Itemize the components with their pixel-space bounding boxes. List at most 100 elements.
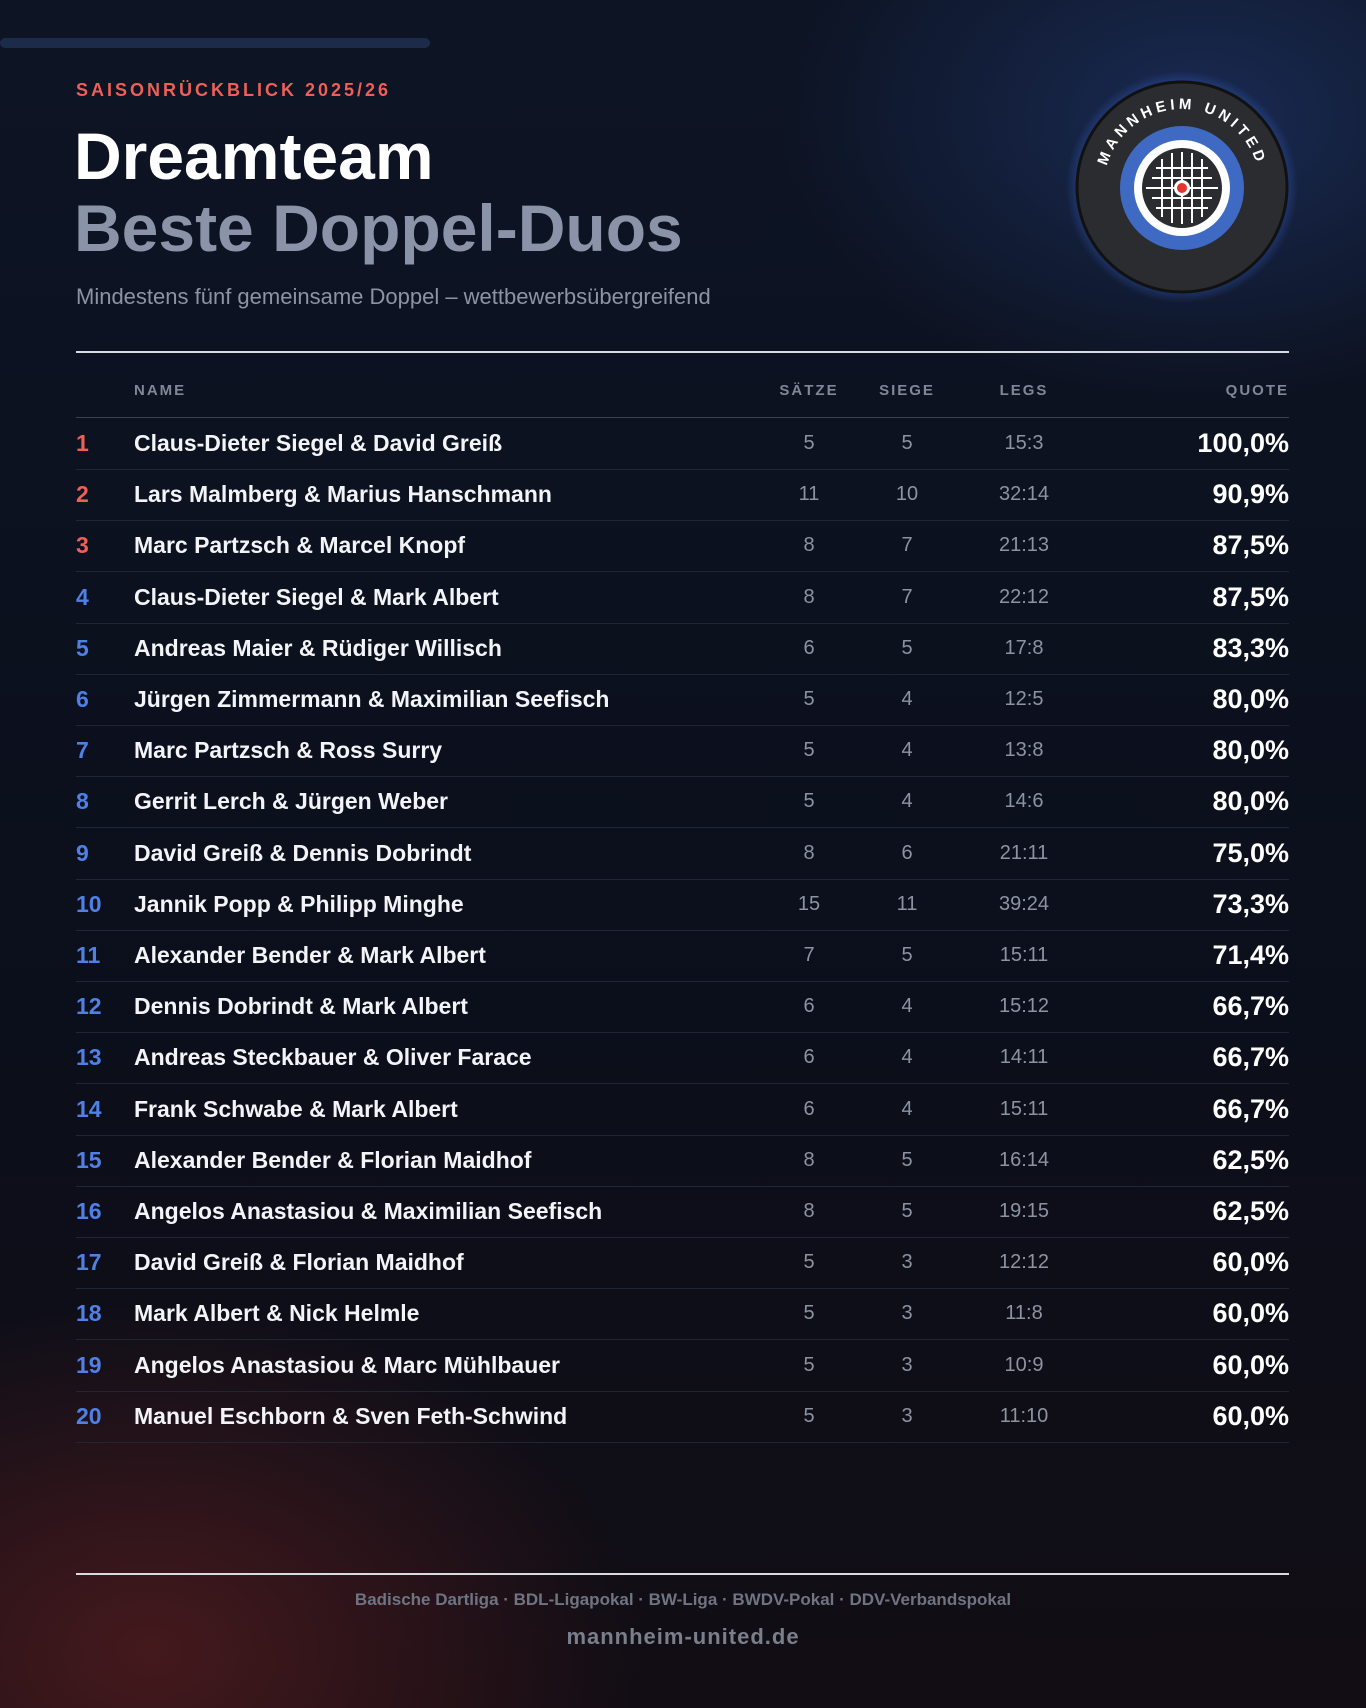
duo-name: Jannik Popp & Philipp Minghe: [134, 890, 464, 917]
rank: 14: [76, 1095, 102, 1122]
column-header: QUOTE: [1225, 382, 1289, 399]
legs: 13:8: [1004, 739, 1044, 762]
saetze: 5: [803, 1404, 815, 1427]
legs: 14:6: [1004, 790, 1044, 813]
rank: 18: [76, 1300, 102, 1327]
rank: 10: [76, 890, 102, 917]
table-row: 16 Angelos Anastasiou & Maximilian Seefis…: [76, 1186, 1289, 1238]
saetze: 5: [803, 790, 815, 813]
column-header: LEGS: [999, 382, 1049, 399]
siege: 4: [901, 995, 913, 1018]
legs: 16:14: [998, 1148, 1050, 1171]
duo-name: Marc Partzsch & Ross Surry: [134, 737, 443, 764]
saetze: 8: [803, 585, 815, 608]
table-row: 6 Jürgen Zimmermann & Maximilian Seefisch…: [76, 674, 1289, 726]
rank: 1: [76, 430, 89, 456]
legs: 17:8: [1004, 636, 1044, 659]
legs: 11:10: [999, 1404, 1049, 1427]
rank: 2: [76, 481, 89, 508]
saetze: 5: [803, 1251, 815, 1274]
legs: 10:9: [1004, 1353, 1044, 1376]
subtitle: Beste Doppel-Duos: [74, 191, 683, 265]
saetze: 8: [803, 841, 815, 864]
duo-name: Andreas Steckbauer & Oliver Farace: [134, 1044, 532, 1071]
saetze: 15: [797, 892, 821, 915]
logo: MANNHEIM UNITED: [1066, 71, 1298, 303]
saetze: 8: [803, 1148, 815, 1171]
legs: 14:11: [999, 1046, 1049, 1069]
duo-name: David Greiß & Florian Maidhof: [134, 1249, 464, 1276]
table-row: 14 Frank Schwabe & Mark Albert 6 4 15:11 66,7…: [76, 1084, 1289, 1136]
table-row: 1 Claus-Dieter Siegel & David Greiß 5 5 15:3…: [76, 418, 1289, 470]
duo-name: David Greiß & Dennis Dobrindt: [134, 839, 472, 866]
siege: 10: [895, 483, 919, 506]
rank: 20: [76, 1402, 102, 1429]
saetze: 5: [803, 1302, 815, 1325]
duo-name: Manuel Eschborn & Sven Feth-Schwind: [134, 1402, 568, 1429]
footer-rule: [76, 1573, 1289, 1575]
duo-name: Gerrit Lerch & Jürgen Weber: [134, 788, 448, 815]
rank: 12: [76, 993, 102, 1020]
rank: 7: [76, 737, 89, 764]
legs: 21:11: [999, 841, 1049, 864]
rank: 19: [76, 1351, 102, 1378]
quote: 71,4%: [1212, 940, 1289, 970]
legs: 15:12: [998, 995, 1050, 1018]
quote: 80,0%: [1212, 684, 1289, 714]
rank: 8: [76, 788, 89, 815]
quote: 60,0%: [1212, 1349, 1289, 1380]
duo-name: Alexander Bender & Mark Albert: [134, 942, 486, 968]
duo-name: Claus-Dieter Siegel & David Greiß: [134, 430, 503, 456]
legs: 39:24: [998, 892, 1050, 915]
quote: 60,0%: [1212, 1298, 1289, 1329]
siege: 3: [901, 1404, 913, 1427]
header-rule: [76, 417, 1289, 418]
table-row: 4 Claus-Dieter Siegel & Mark Albert 8 7 22:1…: [76, 572, 1289, 624]
saetze: 8: [803, 1200, 815, 1222]
table-row: 9 David Greiß & Dennis Dobrindt 8 6 21:11 75,…: [76, 828, 1289, 880]
quote: 73,3%: [1212, 888, 1289, 919]
quote: 100,0%: [1197, 428, 1289, 458]
rank: 5: [76, 634, 89, 661]
siege: 5: [901, 1148, 913, 1171]
saetze: 8: [803, 534, 815, 557]
decor-bar: [0, 38, 430, 48]
duo-name: Marc Partzsch & Marcel Knopf: [134, 532, 466, 559]
title: Dreamteam: [74, 119, 434, 193]
legs: 22:12: [998, 585, 1050, 608]
quote: 62,5%: [1212, 1144, 1289, 1175]
quote: 87,5%: [1212, 530, 1289, 561]
table-row: 15 Alexander Bender & Florian Maidhof 8 5 16…: [76, 1135, 1289, 1187]
saetze: 6: [803, 1097, 815, 1120]
siege: 4: [901, 1097, 913, 1120]
siege: 4: [901, 739, 913, 762]
quote: 66,7%: [1212, 1042, 1289, 1073]
rank: 16: [76, 1198, 102, 1224]
siege: 3: [901, 1302, 913, 1325]
table-row: 13 Andreas Steckbauer & Oliver Farace 6 4 14…: [76, 1032, 1289, 1085]
duo-name: Frank Schwabe & Mark Albert: [134, 1095, 458, 1122]
table-row: 20 Manuel Eschborn & Sven Feth-Schwind 5 3 1…: [76, 1391, 1289, 1443]
rank: 11: [76, 942, 101, 968]
description: Mindestens fünf gemeinsame Doppel – wett…: [76, 284, 711, 309]
legs: 21:13: [998, 534, 1050, 557]
table-row: 10 Jannik Popp & Philipp Minghe 15 11 39:24 7…: [76, 879, 1289, 931]
siege: 7: [901, 585, 913, 608]
legs: 12:5: [1004, 688, 1044, 710]
duo-name: Dennis Dobrindt & Mark Albert: [134, 993, 468, 1020]
competitions: Badische Dartliga · BDL-Ligapokal · BW-L…: [354, 1590, 1012, 1609]
rank: 4: [76, 583, 89, 610]
kicker: SAISONRÜCKBLICK 2025/26: [76, 80, 392, 100]
rank: 6: [76, 686, 89, 712]
table-row: 7 Marc Partzsch & Ross Surry 5 4 13:8 80,0%: [76, 725, 1289, 778]
legs: 15:3: [1004, 432, 1044, 454]
siege: 3: [901, 1251, 913, 1274]
siege: 4: [901, 1046, 913, 1069]
duo-name: Jürgen Zimmermann & Maximilian Seefisch: [134, 686, 610, 712]
quote: 83,3%: [1212, 632, 1289, 663]
table-row: 3 Marc Partzsch & Marcel Knopf 8 7 21:13 87,5…: [76, 520, 1289, 573]
saetze: 6: [803, 636, 815, 659]
quote: 75,0%: [1212, 837, 1289, 868]
siege: 11: [896, 892, 918, 915]
table-row: 18 Mark Albert & Nick Helmle 5 3 11:8 60,0%: [76, 1288, 1289, 1341]
